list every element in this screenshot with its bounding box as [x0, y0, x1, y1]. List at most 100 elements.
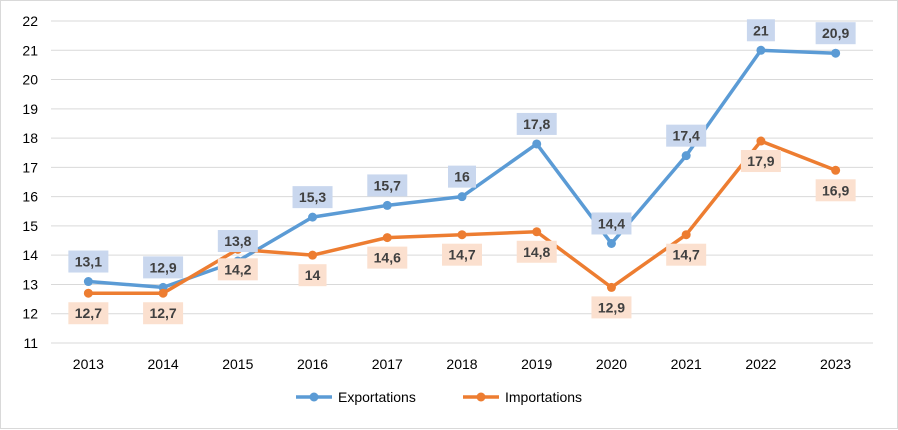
data-label-text: 21	[753, 22, 769, 38]
data-point	[83, 288, 93, 298]
data-label: 15,3	[292, 186, 333, 209]
data-label-bg	[143, 256, 184, 279]
y-tick-label: 13	[22, 276, 38, 292]
data-label: 16,9	[815, 179, 856, 202]
x-tick-label: 2023	[820, 356, 851, 372]
x-tick-label: 2015	[222, 356, 253, 372]
y-tick-label: 12	[22, 306, 38, 322]
data-label-text: 12,7	[149, 305, 176, 321]
data-point	[606, 238, 616, 248]
data-label-bg	[448, 165, 476, 188]
data-label: 14,7	[666, 243, 707, 266]
data-label: 14,6	[367, 246, 408, 269]
data-point	[308, 212, 318, 222]
y-tick-label: 11	[23, 335, 38, 351]
legend-item-exportations: Exportations	[296, 389, 416, 405]
y-tick-label: 16	[22, 189, 38, 205]
data-label: 20,9	[815, 22, 856, 45]
data-label: 14	[298, 264, 327, 287]
data-label-bg	[68, 302, 109, 325]
data-label-text: 12,9	[598, 299, 625, 315]
x-tick-label: 2016	[297, 356, 328, 372]
y-tick-label: 14	[22, 247, 38, 263]
data-label-text: 13,1	[75, 254, 102, 270]
data-label-text: 12,9	[149, 259, 176, 275]
data-label-text: 20,9	[822, 25, 849, 41]
y-tick-label: 22	[22, 13, 38, 29]
data-label: 12,7	[143, 302, 184, 325]
data-label-text: 14,8	[523, 244, 550, 260]
data-point	[158, 288, 168, 298]
data-label: 12,9	[591, 296, 632, 319]
data-point	[308, 250, 318, 260]
data-label: 12,9	[143, 256, 184, 279]
data-point	[681, 230, 691, 240]
x-tick-label: 2020	[596, 356, 627, 372]
data-label-bg	[815, 22, 856, 45]
y-tick-label: 15	[22, 218, 38, 234]
y-tick-label: 17	[22, 159, 38, 175]
data-label-text: 14	[305, 267, 321, 283]
data-label-text: 16	[454, 169, 470, 185]
data-label: 17,9	[740, 150, 781, 173]
data-label-text: 17,8	[523, 116, 550, 132]
data-point	[457, 192, 467, 202]
data-label-bg	[143, 302, 184, 325]
data-label-bg	[367, 246, 408, 269]
data-label: 13,8	[217, 230, 258, 253]
data-point	[382, 200, 392, 210]
legend: Exportations Importations	[296, 389, 582, 405]
data-label: 12,7	[68, 302, 109, 325]
data-point	[83, 277, 93, 287]
data-point	[457, 230, 467, 240]
legend-marker	[309, 392, 319, 402]
data-label-text: 13,8	[224, 233, 251, 249]
x-tick-label: 2014	[148, 356, 179, 372]
data-label-text: 14,4	[598, 215, 625, 231]
data-label-bg	[367, 174, 408, 197]
data-label-text: 17,9	[747, 153, 774, 169]
x-tick-label: 2018	[446, 356, 477, 372]
data-label-bg	[516, 112, 557, 135]
x-tick-label: 2021	[671, 356, 702, 372]
data-point	[681, 151, 691, 161]
legend-label: Importations	[505, 389, 582, 405]
data-label-bg	[292, 186, 333, 209]
data-label-text: 16,9	[822, 182, 849, 198]
y-axis: 11 12 13 14 15 16 17 18 19 20 21 22	[22, 13, 38, 351]
x-tick-label: 2022	[745, 356, 776, 372]
data-label: 14,2	[217, 258, 258, 281]
data-label-bg	[217, 258, 258, 281]
data-label: 14,7	[442, 243, 482, 266]
data-label-bg	[666, 243, 707, 266]
data-point	[831, 48, 841, 58]
data-label: 13,1	[68, 250, 109, 273]
data-label-bg	[815, 179, 856, 202]
y-tick-label: 18	[22, 130, 38, 146]
data-point	[756, 45, 766, 55]
data-label: 17,4	[666, 124, 707, 147]
data-point	[831, 165, 841, 175]
legend-label: Exportations	[338, 389, 416, 405]
x-tick-label: 2013	[73, 356, 104, 372]
data-label: 14,8	[516, 240, 557, 263]
data-point	[532, 227, 542, 237]
data-label-bg	[746, 19, 775, 42]
data-label-text: 15,7	[374, 177, 401, 193]
x-tick-label: 2019	[521, 356, 552, 372]
data-label: 14,4	[591, 212, 632, 235]
x-axis: 2013 2014 2015 2016 2017 2018 2019 2020 2021 2022…	[73, 356, 852, 372]
data-label-bg	[217, 230, 258, 253]
data-label-bg	[740, 150, 781, 173]
data-label: 16	[448, 165, 476, 188]
data-label: 17,8	[516, 112, 557, 135]
legend-marker	[476, 392, 486, 402]
data-label-text: 17,4	[673, 128, 700, 144]
y-tick-label: 20	[22, 72, 38, 88]
y-tick-label: 19	[22, 101, 38, 117]
data-label-text: 14,6	[374, 250, 401, 266]
data-label-bg	[68, 250, 109, 273]
data-label-text: 15,3	[299, 189, 326, 205]
data-label-text: 12,7	[75, 305, 102, 321]
data-point	[756, 136, 766, 146]
